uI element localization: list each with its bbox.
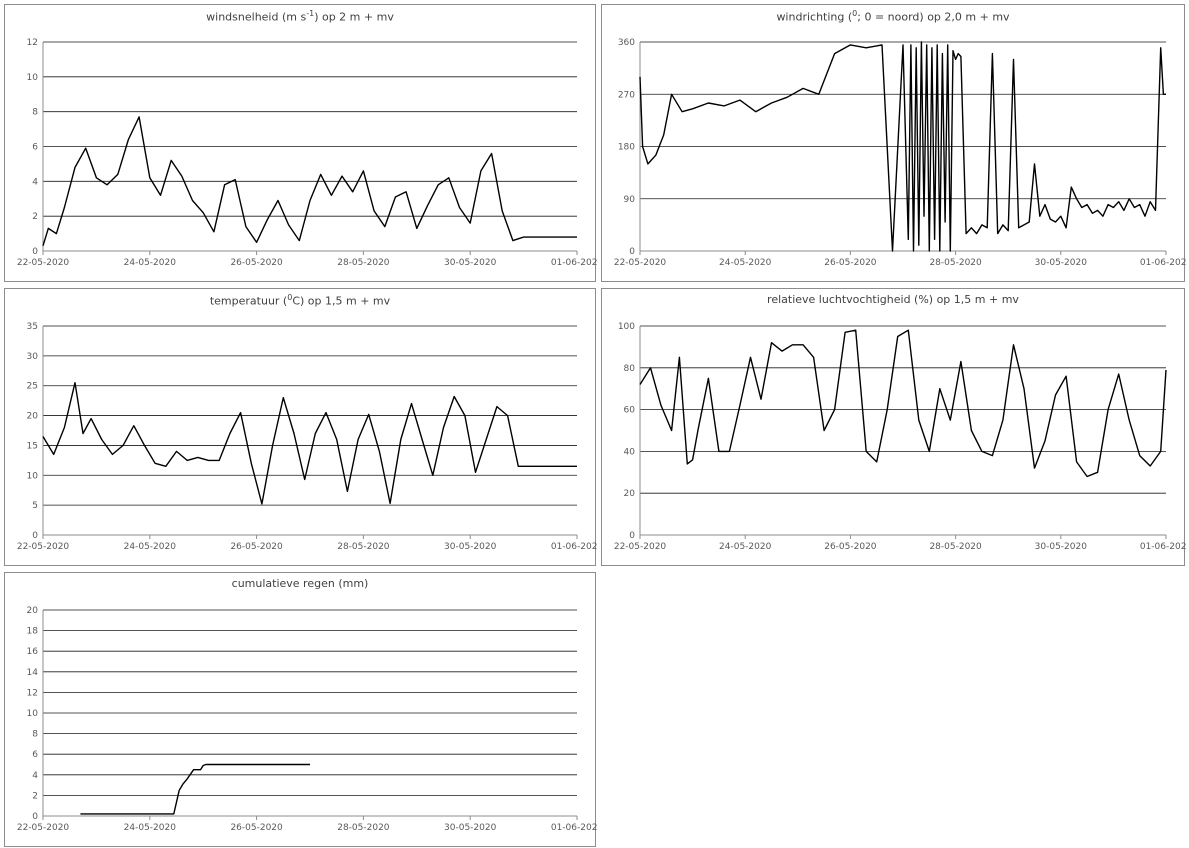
y-tick-label: 4 xyxy=(32,177,38,187)
x-tick-label: 24-05-2020 xyxy=(124,823,177,833)
y-tick-label: 15 xyxy=(27,441,38,451)
humidity-chart: relatieve luchtvochtigheid (%) op 1,5 m … xyxy=(601,288,1186,566)
x-tick-label: 26-05-2020 xyxy=(824,542,877,552)
y-tick-label: 12 xyxy=(27,688,38,698)
y-tick-label: 100 xyxy=(618,322,635,332)
x-tick-label: 22-05-2020 xyxy=(614,258,667,268)
title-text: windsnelheid (m s xyxy=(206,10,307,24)
x-tick-label: 30-05-2020 xyxy=(1035,542,1088,552)
y-tick-label: 10 xyxy=(27,73,39,83)
title-superscript: 0 xyxy=(852,9,858,18)
y-tick-label: 8 xyxy=(32,108,38,118)
x-tick-label: 01-06-2020 xyxy=(1140,258,1186,268)
wind-speed-chart: windsnelheid (m s-1) op 2 m + mv 0 2 4 6 8 10… xyxy=(4,4,597,282)
y-tick-label: 20 xyxy=(624,489,636,499)
y-tick-label: 10 xyxy=(27,709,39,719)
y-tick-label: 2 xyxy=(32,791,38,801)
x-tick-label: 28-05-2020 xyxy=(929,542,982,552)
y-tick-label: 2 xyxy=(32,212,38,222)
y-tick-label: 10 xyxy=(27,471,39,481)
y-tick-label: 20 xyxy=(27,412,39,422)
y-tick-label: 8 xyxy=(32,730,38,740)
x-tick-label: 22-05-2020 xyxy=(17,258,70,268)
y-tick-label: 90 xyxy=(624,195,636,205)
x-tick-label: 24-05-2020 xyxy=(719,542,772,552)
y-tick-label: 6 xyxy=(32,143,38,153)
y-tick-label: 80 xyxy=(624,364,636,374)
y-tick-label: 0 xyxy=(629,247,635,257)
y-tick-label: 25 xyxy=(27,382,38,392)
x-tick-label: 01-06-2020 xyxy=(1140,542,1186,552)
chart-title: temperatuur (0C) op 1,5 m + mv xyxy=(5,293,595,308)
y-tick-label: 40 xyxy=(624,447,636,457)
y-tick-label: 14 xyxy=(27,668,39,678)
y-tick-label: 360 xyxy=(618,38,635,48)
title-superscript: -1 xyxy=(306,9,315,18)
y-tick-label: 20 xyxy=(27,606,39,616)
y-tick-label: 0 xyxy=(32,531,38,541)
title-text: C) op 1,5 m + mv xyxy=(292,294,391,308)
x-tick-label: 30-05-2020 xyxy=(444,258,497,268)
chart-title: windsnelheid (m s-1) op 2 m + mv xyxy=(5,9,595,24)
x-tick-label: 26-05-2020 xyxy=(230,258,283,268)
x-tick-label: 28-05-2020 xyxy=(929,258,982,268)
chart-svg: 0 90 180 270 360 22-05-2020 24-05-2020 26-05-20… xyxy=(614,38,1186,268)
wind-direction-chart: windrichting (0; 0 = noord) op 2,0 m + m… xyxy=(601,4,1186,282)
x-tick-label: 26-05-2020 xyxy=(230,542,283,552)
series-line xyxy=(42,116,577,247)
chart-svg: 0 2 4 6 8 10 12 14 16 18 20 22-05-2020 24-05-2020 26-… xyxy=(17,606,597,833)
y-tick-label: 60 xyxy=(624,406,636,416)
y-tick-label: 6 xyxy=(32,750,38,760)
chart-title: windrichting (0; 0 = noord) op 2,0 m + m… xyxy=(602,9,1184,24)
x-tick-label: 28-05-2020 xyxy=(337,258,390,268)
x-tick-label: 01-06-2020 xyxy=(551,542,597,552)
x-tick-label: 26-05-2020 xyxy=(824,258,877,268)
x-tick-label: 28-05-2020 xyxy=(337,542,390,552)
series-line xyxy=(639,329,1167,478)
y-tick-label: 16 xyxy=(27,647,39,657)
y-tick-label: 18 xyxy=(27,627,39,637)
y-tick-label: 180 xyxy=(618,143,635,153)
title-text: ) op 2 m + mv xyxy=(314,10,394,24)
title-text: ; 0 = noord) op 2,0 m + mv xyxy=(857,10,1010,24)
y-tick-label: 4 xyxy=(32,771,38,781)
y-tick-label: 35 xyxy=(27,322,38,332)
y-tick-label: 0 xyxy=(629,531,635,541)
y-tick-label: 270 xyxy=(618,90,635,100)
chart-svg: 0 5 10 15 20 25 30 35 22-05-2020 24-05-2020 26-05-… xyxy=(17,322,597,552)
y-tick-label: 30 xyxy=(27,352,39,362)
series-line xyxy=(42,381,577,505)
x-tick-label: 30-05-2020 xyxy=(1035,258,1088,268)
x-tick-label: 01-06-2020 xyxy=(551,258,597,268)
chart-title: relatieve luchtvochtigheid (%) op 1,5 m … xyxy=(767,293,1019,306)
chart-title: cumulatieve regen (mm) xyxy=(231,577,369,590)
x-tick-label: 22-05-2020 xyxy=(17,542,70,552)
title-superscript: 0 xyxy=(287,293,293,302)
x-tick-label: 24-05-2020 xyxy=(124,258,177,268)
x-tick-label: 26-05-2020 xyxy=(230,823,283,833)
x-tick-label: 01-06-2020 xyxy=(551,823,597,833)
chart-svg: 0 20 40 60 80 100 22-05-2020 24-05-2020 26-05-20… xyxy=(614,322,1186,552)
x-tick-label: 30-05-2020 xyxy=(444,542,497,552)
temperature-chart: temperatuur (0C) op 1,5 m + mv 0 5 10 15 20 2… xyxy=(4,288,597,566)
x-tick-label: 22-05-2020 xyxy=(17,823,70,833)
title-text: windrichting ( xyxy=(776,10,853,24)
x-tick-label: 24-05-2020 xyxy=(124,542,177,552)
x-tick-label: 30-05-2020 xyxy=(444,823,497,833)
x-tick-label: 22-05-2020 xyxy=(614,542,667,552)
chart-svg: 0 2 4 6 8 10 12 22-05-2020 24-05-2020 26-05-2020 2… xyxy=(17,38,597,268)
title-text: temperatuur ( xyxy=(209,294,288,308)
x-tick-label: 24-05-2020 xyxy=(719,258,772,268)
y-tick-label: 0 xyxy=(32,812,38,822)
y-tick-label: 12 xyxy=(27,38,38,48)
x-tick-label: 28-05-2020 xyxy=(337,823,390,833)
series-line xyxy=(80,763,310,815)
y-tick-label: 5 xyxy=(32,501,38,511)
series-line xyxy=(639,41,1166,252)
y-tick-label: 0 xyxy=(32,247,38,257)
rain-chart: cumulatieve regen (mm) 0 2 4 6 8 10 12 14 16 18 20… xyxy=(4,572,597,847)
